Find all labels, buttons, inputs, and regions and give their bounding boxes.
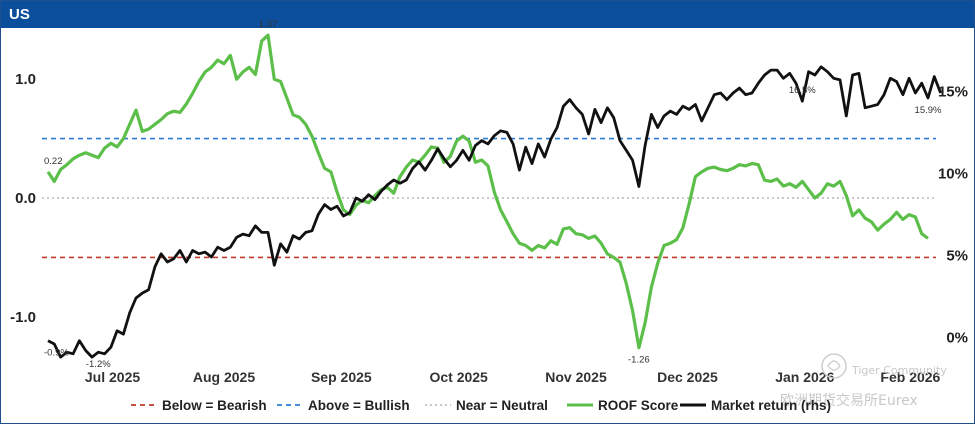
watermark: Tiger Community 欧洲期货交易所Eurex — [780, 353, 947, 409]
tiger-logo-icon — [821, 353, 847, 379]
x-tick-label: Jan 2026 — [775, 369, 834, 385]
left-axis-ticks: -1.0 0.0 1.0 — [10, 71, 36, 326]
x-tick-label: Oct 2025 — [429, 369, 488, 385]
data-label: -1.26 — [628, 355, 650, 366]
legend-label: Near = Neutral — [456, 398, 548, 413]
data-label: -0.9% — [44, 348, 69, 359]
data-label: 1.37 — [259, 19, 278, 30]
right-axis-ticks: 0% 5% 10% 15% — [938, 83, 968, 346]
legend-item: ROOF Score — [567, 398, 679, 413]
legend-item: Above = Bullish — [277, 398, 410, 413]
x-tick-label: Sep 2025 — [311, 369, 372, 385]
data-label: 0.22 — [44, 156, 63, 167]
left-tick-label: -1.0 — [10, 309, 36, 326]
roof-score-line — [46, 33, 929, 350]
x-tick-label: Feb 2026 — [880, 369, 940, 385]
legend-item: Market return (rhs) — [680, 398, 831, 413]
watermark-line2: 欧洲期货交易所Eurex — [780, 392, 918, 409]
legend-label: Market return (rhs) — [711, 398, 831, 413]
x-tick-label: Nov 2025 — [545, 369, 607, 385]
legend: Below = Bearish Above = Bullish Near = Neu… — [131, 398, 831, 413]
x-tick-label: Aug 2025 — [193, 369, 255, 385]
x-tick-label: Dec 2025 — [657, 369, 718, 385]
data-label: -0.34 — [921, 0, 943, 3]
legend-label: Above = Bullish — [308, 398, 410, 413]
watermark-line1: Tiger Community — [851, 364, 947, 377]
legend-item: Near = Neutral — [425, 398, 548, 413]
x-axis-ticks: Jul 2025 Aug 2025 Sep 2025 Oct 2025 Nov 2025… — [85, 369, 941, 385]
left-tick-label: 1.0 — [15, 71, 36, 88]
data-label: 16.5% — [789, 85, 816, 96]
chart-title: US — [9, 6, 30, 23]
x-tick-label: Jul 2025 — [85, 369, 140, 385]
market-return-line — [47, 65, 942, 359]
legend-item: Below = Bearish — [131, 398, 267, 413]
left-tick-label: 0.0 — [15, 190, 36, 207]
title-bar: US — [1, 1, 974, 28]
legend-label: Below = Bearish — [162, 398, 267, 413]
right-tick-label: 10% — [938, 165, 968, 182]
data-labels: 0.22 1.37 -1.26 -0.34 -0.9% -1.2% 16.5% 15.9% — [44, 0, 943, 370]
right-tick-label: 15% — [938, 83, 968, 100]
right-tick-label: 0% — [946, 329, 968, 346]
right-tick-label: 5% — [946, 247, 968, 264]
data-label: 15.9% — [915, 105, 942, 116]
data-label: -1.2% — [86, 359, 111, 370]
legend-label: ROOF Score — [598, 398, 679, 413]
